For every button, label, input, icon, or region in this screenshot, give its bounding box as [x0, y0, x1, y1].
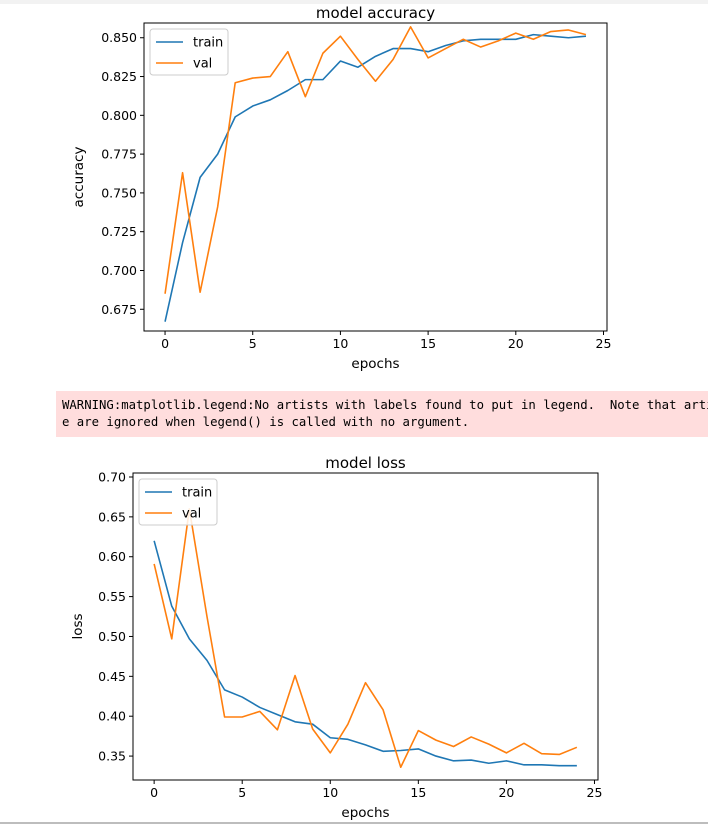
warning-line: e are ignored when legend() is called wi…: [62, 415, 470, 429]
y-tick-label: 0.60: [98, 549, 126, 564]
plot-frame: [143, 22, 608, 332]
y-tick-label: 0.750: [101, 185, 137, 200]
plot-frame: [132, 472, 599, 781]
x-tick-label: 25: [596, 336, 612, 351]
accuracy-chart: model accuracy 0 5 10 15 20 25 0.675 0.700 0.725 0…: [71, 4, 612, 372]
x-tick-label: 5: [249, 336, 257, 351]
y-tick-label: 0.850: [101, 30, 137, 45]
legend-label-val: val: [193, 57, 212, 72]
y-axis-label: loss: [70, 613, 86, 639]
legend-label-val: val: [182, 507, 201, 522]
legend-label-train: train: [182, 486, 212, 501]
warning-output: WARNING:matplotlib.legend:No artists wit…: [56, 391, 708, 437]
x-tick-label: 5: [238, 785, 246, 800]
chart-title: model loss: [325, 454, 406, 472]
x-tick-label: 0: [161, 336, 169, 351]
y-tick-label: 0.675: [101, 302, 137, 317]
x-tick-label: 15: [420, 336, 436, 351]
bottom-border: [0, 822, 708, 824]
loss-chart: model loss 0 5 10 15 20 25 0.35 0.40 0.45 0.50 0.55…: [70, 454, 603, 821]
x-axis-label: epochs: [351, 356, 399, 372]
y-tick-label: 0.725: [101, 224, 137, 239]
y-tick-label: 0.65: [98, 509, 126, 524]
warning-line: WARNING:matplotlib.legend:No artists wit…: [62, 398, 708, 412]
y-tick-label: 0.55: [98, 589, 126, 604]
series-line-val: [164, 26, 587, 294]
top-border: [0, 0, 708, 4]
x-tick-label: 25: [587, 785, 603, 800]
series-line-train: [164, 33, 587, 322]
series-line-val: [153, 508, 578, 769]
x-tick-label: 10: [332, 336, 348, 351]
y-tick-label: 0.825: [101, 69, 137, 84]
x-tick-label: 15: [410, 785, 426, 800]
x-tick-label: 20: [498, 785, 514, 800]
x-tick-label: 10: [322, 785, 338, 800]
y-tick-label: 0.800: [101, 108, 137, 123]
x-tick-label: 0: [150, 785, 158, 800]
y-tick-label: 0.70: [98, 469, 126, 484]
y-axis-label: accuracy: [71, 147, 87, 208]
series-line-train: [153, 540, 577, 767]
x-axis-label: epochs: [341, 805, 389, 821]
y-tick-label: 0.775: [101, 147, 137, 162]
y-tick-label: 0.50: [98, 629, 126, 644]
x-tick-label: 20: [508, 336, 524, 351]
y-tick-label: 0.40: [98, 709, 126, 724]
y-tick-label: 0.35: [98, 749, 126, 764]
legend-label-train: train: [193, 36, 223, 51]
y-tick-label: 0.45: [98, 669, 126, 684]
chart-title: model accuracy: [316, 4, 435, 22]
y-tick-label: 0.700: [101, 263, 137, 278]
